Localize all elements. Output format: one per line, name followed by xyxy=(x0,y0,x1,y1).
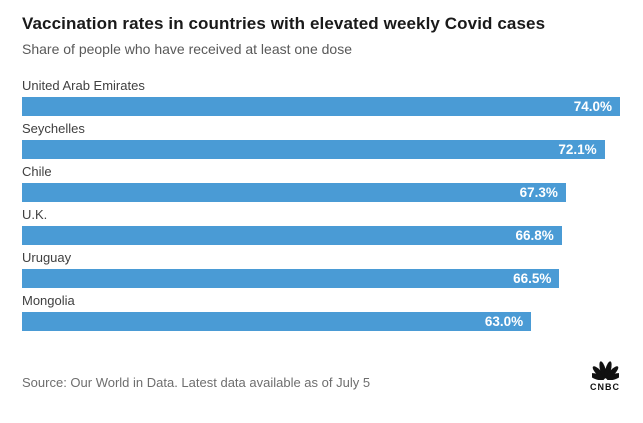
bar-category-label: Chile xyxy=(22,164,52,179)
bar: 72.1% xyxy=(22,140,605,159)
bar: 74.0% xyxy=(22,97,620,116)
bar-value-label: 63.0% xyxy=(484,314,524,329)
bar-value-label: 66.8% xyxy=(515,228,554,243)
cnbc-wordmark: CNBC xyxy=(590,382,620,392)
bar-category-label: United Arab Emirates xyxy=(22,78,145,93)
bar-value-label: 67.3% xyxy=(519,185,558,200)
bar-category-label: Uruguay xyxy=(22,250,72,265)
bar-row: Seychelles 72.1% xyxy=(22,121,620,159)
cnbc-logo: CNBC xyxy=(588,359,622,392)
page-subtitle: Share of people who have received at lea… xyxy=(22,41,353,57)
chart-footer: Source: Our World in Data. Latest data a… xyxy=(22,359,622,392)
bar-category-label: Seychelles xyxy=(22,121,85,136)
bar-value-label: 74.0% xyxy=(573,99,612,114)
bar: 66.8% xyxy=(22,226,562,245)
bar-chart: United Arab Emirates 74.0% Seychelles 72… xyxy=(22,78,620,331)
bar-value-label: 66.5% xyxy=(513,271,552,286)
bar-category-label: U.K. xyxy=(22,207,48,222)
bar: 63.0% xyxy=(22,312,532,331)
bar-row: Mongolia 63.0% xyxy=(22,293,620,331)
bar-row: United Arab Emirates 74.0% xyxy=(22,78,620,116)
source-note: Source: Our World in Data. Latest data a… xyxy=(22,375,371,390)
bar-category-label: Mongolia xyxy=(22,293,75,308)
page-title: Vaccination rates in countries with elev… xyxy=(22,14,546,33)
bar-row: Uruguay 66.5% xyxy=(22,250,620,288)
bar-row: U.K. 66.8% xyxy=(22,207,620,245)
bar: 66.5% xyxy=(22,269,560,288)
peacock-icon xyxy=(588,361,622,384)
bar-row: Chile 67.3% xyxy=(22,164,620,202)
bar-value-label: 72.1% xyxy=(558,142,597,157)
bar: 67.3% xyxy=(22,183,566,202)
